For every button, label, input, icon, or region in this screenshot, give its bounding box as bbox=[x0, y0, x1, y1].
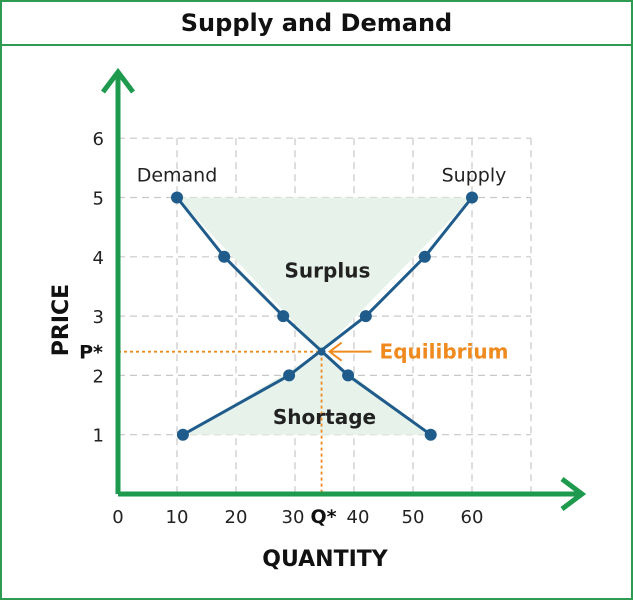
demand-point bbox=[277, 310, 290, 323]
x-tick-label: 10 bbox=[166, 507, 189, 528]
y-tick-label: 3 bbox=[93, 307, 104, 328]
curves bbox=[171, 191, 478, 441]
demand-label: Demand bbox=[137, 165, 218, 187]
equilibrium-arrow-icon bbox=[327, 341, 343, 362]
equilibrium-guides bbox=[118, 350, 323, 494]
supply-point bbox=[176, 428, 189, 441]
chart-text: 0 10 20 30 40 50 60 1 2 3 4 5 6 QUANTITY PRICE Demand Su… bbox=[49, 129, 508, 572]
chart-title: Supply and Demand bbox=[2, 2, 631, 46]
y-tick-label: 6 bbox=[93, 129, 104, 150]
supply-point bbox=[466, 191, 478, 204]
x-tick-label: 0 bbox=[112, 507, 123, 528]
demand-point bbox=[218, 250, 231, 263]
surplus-label: Surplus bbox=[285, 259, 371, 283]
q-star-label: Q* bbox=[311, 506, 337, 528]
demand-point bbox=[342, 369, 355, 382]
y-tick-label: 4 bbox=[93, 248, 104, 269]
y-axis-arrow-icon bbox=[101, 67, 135, 94]
x-axis-arrow-icon bbox=[560, 477, 587, 511]
supply-point bbox=[359, 310, 372, 323]
supply-point bbox=[283, 369, 296, 382]
y-tick-label: 2 bbox=[93, 366, 104, 387]
supply-point bbox=[418, 250, 431, 263]
demand-point bbox=[171, 191, 183, 204]
equilibrium-label: Equilibrium bbox=[380, 340, 509, 364]
axes bbox=[101, 67, 587, 511]
x-tick-label: 40 bbox=[347, 507, 370, 528]
supply-label: Supply bbox=[442, 165, 507, 187]
y-tick-label: 5 bbox=[93, 189, 104, 210]
equilibrium-point bbox=[317, 347, 326, 356]
surplus-region bbox=[177, 197, 472, 352]
demand-point bbox=[424, 428, 437, 441]
y-axis-title: PRICE bbox=[49, 284, 74, 356]
shaded-regions bbox=[177, 197, 472, 435]
x-tick-label: 50 bbox=[402, 507, 425, 528]
x-tick-label: 30 bbox=[282, 507, 305, 528]
p-star-label: P* bbox=[79, 342, 103, 364]
x-tick-label: 60 bbox=[461, 507, 484, 528]
y-tick-label: 1 bbox=[93, 426, 104, 447]
x-axis-title: QUANTITY bbox=[262, 547, 389, 572]
shortage-label: Shortage bbox=[273, 405, 376, 429]
shortage-region bbox=[182, 351, 431, 435]
x-tick-label: 20 bbox=[225, 507, 248, 528]
